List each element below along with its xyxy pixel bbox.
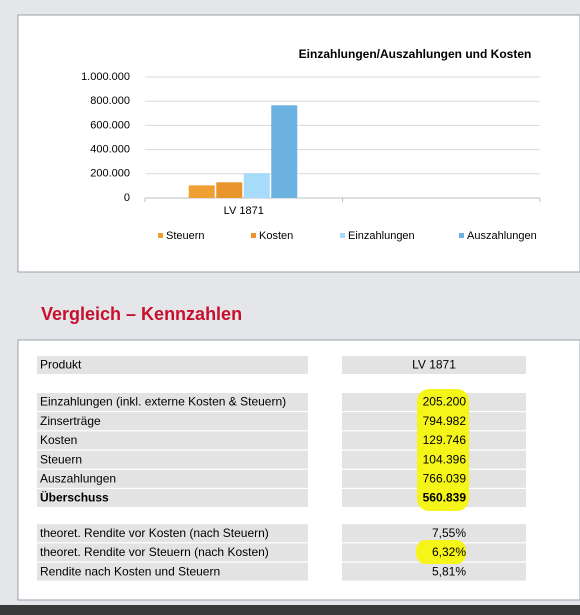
section-title: Vergleich – Kennzahlen	[41, 304, 242, 324]
legend-marker	[340, 233, 345, 238]
bar	[243, 173, 270, 198]
header-value: LV 1871	[412, 358, 456, 372]
row-label: Auszahlungen	[40, 471, 116, 485]
row-value: 766.039	[423, 471, 467, 485]
y-tick-label: 200.000	[90, 168, 130, 180]
value-cell	[342, 356, 526, 374]
table-text: Produkt LV 1871 Einzahlungen (inkl. extern…	[40, 358, 466, 579]
chart-title: Einzahlungen/Auszahlungen und Kosten	[299, 47, 532, 61]
row-value: 560.839	[423, 491, 467, 505]
label-cell	[37, 450, 308, 469]
legend-label: Steuern	[166, 230, 205, 242]
label-cell	[37, 543, 308, 562]
row-value: 129.746	[423, 433, 467, 447]
label-cell	[37, 412, 308, 431]
legend-marker	[251, 233, 256, 238]
label-cell	[37, 469, 308, 488]
y-tick-label: 600.000	[90, 119, 130, 131]
row-label: Produkt	[40, 358, 82, 372]
row-value: 794.982	[423, 414, 467, 428]
label-cell	[37, 562, 308, 581]
label-cell	[37, 489, 308, 507]
bottom-bar	[0, 605, 580, 615]
row-label: Rendite nach Kosten und Steuern	[40, 564, 220, 578]
y-tick-label: 800.000	[90, 95, 130, 107]
row-label: Überschuss	[40, 490, 109, 505]
legend-label: Kosten	[259, 230, 293, 242]
y-tick-label: 1.000.000	[81, 71, 130, 83]
highlight	[417, 389, 469, 511]
label-cell	[37, 524, 308, 543]
legend-marker	[158, 233, 163, 238]
x-tick-label: LV 1871	[224, 205, 264, 217]
legend-label: Auszahlungen	[467, 230, 537, 242]
label-cell	[37, 393, 308, 411]
row-label: Steuern	[40, 452, 82, 466]
label-cell	[37, 356, 308, 374]
row-label: Einzahlungen (inkl. externe Kosten & Ste…	[40, 395, 286, 409]
value-cell	[342, 524, 526, 543]
value-cell	[342, 562, 526, 581]
row-value: 104.396	[423, 452, 467, 466]
row-label: theoret. Rendite vor Kosten (nach Steuer…	[40, 526, 269, 540]
chart-panel	[17, 14, 580, 273]
bar	[271, 105, 298, 198]
bar	[188, 185, 215, 198]
row-label: Kosten	[40, 433, 77, 447]
row-label: theoret. Rendite vor Steuern (nach Koste…	[40, 545, 269, 559]
row-value: 5,81%	[432, 564, 466, 578]
legend-marker	[459, 233, 464, 238]
row-label: Zinserträge	[40, 414, 101, 428]
legend-label: Einzahlungen	[348, 230, 415, 242]
y-tick-label: 0	[124, 192, 130, 204]
highlight	[416, 540, 466, 564]
row-value: 7,55%	[432, 526, 466, 540]
y-tick-label: 400.000	[90, 144, 130, 156]
row-value: 205.200	[423, 395, 467, 409]
table	[37, 356, 526, 581]
label-cell	[37, 431, 308, 450]
bar	[216, 182, 243, 198]
row-value: 6,32%	[432, 545, 466, 559]
